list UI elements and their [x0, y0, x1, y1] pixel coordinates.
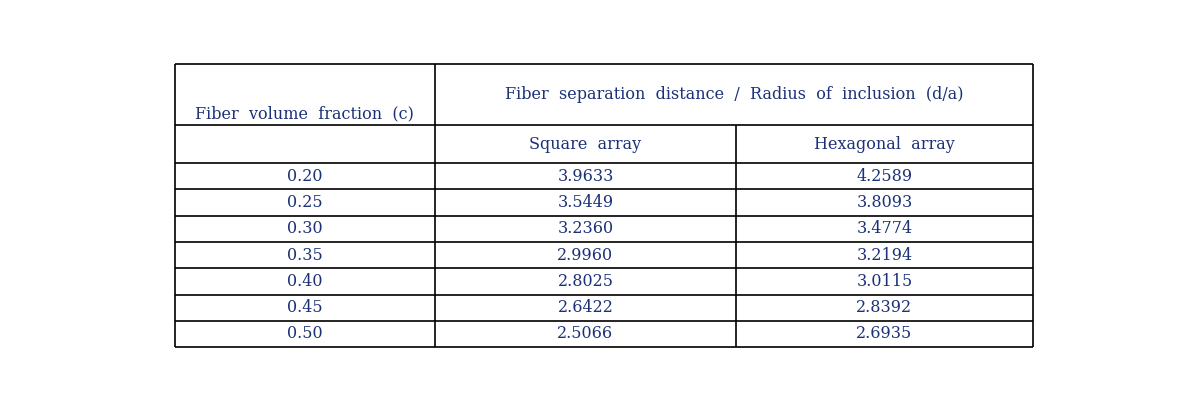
Text: 0.40: 0.40 — [287, 273, 323, 290]
Text: 3.4774: 3.4774 — [856, 220, 913, 237]
Text: 0.20: 0.20 — [287, 168, 323, 185]
Text: 0.45: 0.45 — [287, 299, 323, 316]
Text: 4.2589: 4.2589 — [856, 168, 913, 185]
Text: 3.0115: 3.0115 — [856, 273, 913, 290]
Text: 3.2360: 3.2360 — [557, 220, 614, 237]
Text: 2.9960: 2.9960 — [557, 246, 614, 264]
Text: 2.6422: 2.6422 — [557, 299, 614, 316]
Text: Hexagonal  array: Hexagonal array — [814, 135, 955, 152]
Text: Fiber  separation  distance  /  Radius  of  inclusion  (d/a): Fiber separation distance / Radius of in… — [504, 86, 964, 103]
Text: Fiber  volume  fraction  (c): Fiber volume fraction (c) — [196, 105, 415, 122]
Text: 2.8392: 2.8392 — [856, 299, 913, 316]
Text: 2.8025: 2.8025 — [557, 273, 614, 290]
Text: 0.25: 0.25 — [287, 194, 323, 211]
Text: 2.5066: 2.5066 — [557, 326, 614, 343]
Text: 2.6935: 2.6935 — [856, 326, 913, 343]
Text: 3.2194: 3.2194 — [856, 246, 913, 264]
Text: 3.8093: 3.8093 — [856, 194, 913, 211]
Text: 3.5449: 3.5449 — [557, 194, 614, 211]
Text: 0.50: 0.50 — [287, 326, 323, 343]
Text: 0.35: 0.35 — [287, 246, 323, 264]
Text: Square  array: Square array — [529, 135, 642, 152]
Text: 0.30: 0.30 — [287, 220, 323, 237]
Text: 3.9633: 3.9633 — [557, 168, 614, 185]
